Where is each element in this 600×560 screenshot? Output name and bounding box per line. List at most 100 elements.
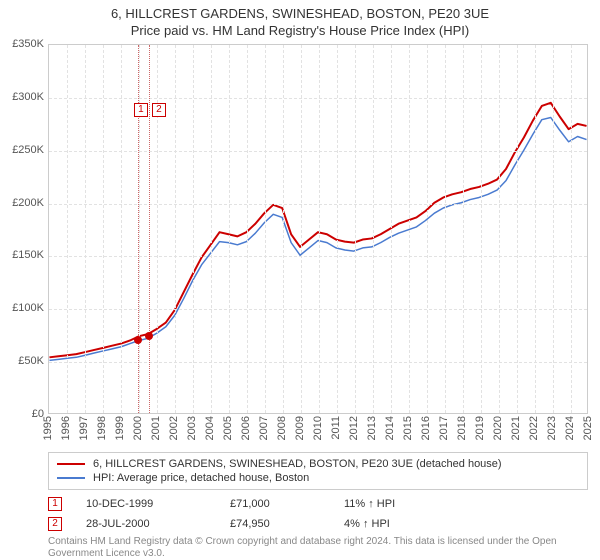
legend-row: 6, HILLCREST GARDENS, SWINESHEAD, BOSTON… — [57, 457, 579, 471]
grid-line-v — [337, 45, 338, 413]
series-property — [49, 103, 586, 358]
chart-titles: 6, HILLCREST GARDENS, SWINESHEAD, BOSTON… — [0, 0, 600, 38]
x-tick-label: 2016 — [420, 416, 432, 440]
y-tick-label: £0 — [2, 408, 44, 420]
sale-marker-badge: 2 — [152, 103, 166, 117]
x-tick-label: 1997 — [78, 416, 90, 440]
y-tick-label: £250K — [2, 144, 44, 156]
x-tick-label: 2009 — [294, 416, 306, 440]
sale-row: 1 10-DEC-1999 £71,000 11% ↑ HPI — [48, 494, 588, 514]
grid-line-v — [463, 45, 464, 413]
grid-line-v — [157, 45, 158, 413]
chart-container: 6, HILLCREST GARDENS, SWINESHEAD, BOSTON… — [0, 0, 600, 560]
x-tick-label: 1995 — [42, 416, 54, 440]
x-tick-label: 2008 — [276, 416, 288, 440]
grid-line-v — [445, 45, 446, 413]
plot-area: 12 — [48, 44, 588, 414]
x-tick-label: 2020 — [492, 416, 504, 440]
grid-line-v — [121, 45, 122, 413]
legend-line-swatch — [57, 463, 85, 465]
attribution-text: Contains HM Land Registry data © Crown c… — [48, 536, 588, 560]
x-tick-label: 2003 — [186, 416, 198, 440]
legend-line-swatch — [57, 477, 85, 479]
sale-row-delta: 4% ↑ HPI — [344, 518, 464, 530]
grid-line-v — [517, 45, 518, 413]
sale-row-price: £74,950 — [230, 518, 320, 530]
grid-line-v — [175, 45, 176, 413]
x-tick-label: 1998 — [96, 416, 108, 440]
y-tick-label: £300K — [2, 91, 44, 103]
legend-row: HPI: Average price, detached house, Bost… — [57, 471, 579, 485]
legend-label: HPI: Average price, detached house, Bost… — [93, 472, 309, 484]
y-tick-label: £100K — [2, 302, 44, 314]
grid-line-v — [103, 45, 104, 413]
title-subtitle: Price paid vs. HM Land Registry's House … — [0, 21, 600, 38]
sale-marker-dot — [134, 336, 142, 344]
grid-line-v — [373, 45, 374, 413]
x-tick-label: 2005 — [222, 416, 234, 440]
sales-table: 1 10-DEC-1999 £71,000 11% ↑ HPI 2 28-JUL-2000… — [48, 494, 588, 534]
sale-row-date: 10-DEC-1999 — [86, 498, 206, 510]
x-tick-label: 2019 — [474, 416, 486, 440]
x-tick-label: 2013 — [366, 416, 378, 440]
sale-row-badge: 1 — [48, 497, 62, 511]
x-tick-label: 2004 — [204, 416, 216, 440]
grid-line-h — [49, 309, 587, 310]
y-tick-label: £50K — [2, 355, 44, 367]
sale-marker-line — [149, 45, 150, 413]
grid-line-v — [319, 45, 320, 413]
grid-line-v — [427, 45, 428, 413]
sale-row-delta: 11% ↑ HPI — [344, 498, 464, 510]
sale-row-date: 28-JUL-2000 — [86, 518, 206, 530]
title-address: 6, HILLCREST GARDENS, SWINESHEAD, BOSTON… — [0, 6, 600, 21]
x-tick-label: 2018 — [456, 416, 468, 440]
legend-box: 6, HILLCREST GARDENS, SWINESHEAD, BOSTON… — [48, 452, 588, 490]
grid-line-v — [67, 45, 68, 413]
grid-line-v — [211, 45, 212, 413]
grid-line-v — [499, 45, 500, 413]
grid-line-v — [535, 45, 536, 413]
x-tick-label: 2010 — [312, 416, 324, 440]
x-tick-label: 2022 — [528, 416, 540, 440]
grid-line-v — [391, 45, 392, 413]
legend-label: 6, HILLCREST GARDENS, SWINESHEAD, BOSTON… — [93, 458, 502, 470]
x-tick-label: 2007 — [258, 416, 270, 440]
y-tick-label: £200K — [2, 197, 44, 209]
x-tick-label: 2024 — [564, 416, 576, 440]
x-tick-label: 1999 — [114, 416, 126, 440]
series-hpi — [49, 118, 586, 361]
grid-line-v — [247, 45, 248, 413]
grid-line-v — [301, 45, 302, 413]
grid-line-h — [49, 151, 587, 152]
x-tick-label: 2001 — [150, 416, 162, 440]
grid-line-h — [49, 256, 587, 257]
grid-line-v — [571, 45, 572, 413]
x-tick-label: 2002 — [168, 416, 180, 440]
sale-marker-line — [138, 45, 139, 413]
sale-row-badge: 2 — [48, 517, 62, 531]
y-tick-label: £350K — [2, 38, 44, 50]
grid-line-v — [193, 45, 194, 413]
x-tick-label: 2014 — [384, 416, 396, 440]
grid-line-v — [265, 45, 266, 413]
x-tick-label: 2015 — [402, 416, 414, 440]
grid-line-v — [355, 45, 356, 413]
grid-line-v — [229, 45, 230, 413]
grid-line-v — [85, 45, 86, 413]
x-tick-label: 2000 — [132, 416, 144, 440]
grid-line-h — [49, 204, 587, 205]
x-tick-label: 2021 — [510, 416, 522, 440]
x-tick-label: 2023 — [546, 416, 558, 440]
y-tick-label: £150K — [2, 249, 44, 261]
x-tick-label: 2011 — [330, 416, 342, 440]
chart-svg — [49, 45, 587, 413]
sale-marker-badge: 1 — [134, 103, 148, 117]
sale-row-price: £71,000 — [230, 498, 320, 510]
grid-line-v — [283, 45, 284, 413]
sale-row: 2 28-JUL-2000 £74,950 4% ↑ HPI — [48, 514, 588, 534]
grid-line-v — [409, 45, 410, 413]
x-tick-label: 1996 — [60, 416, 72, 440]
grid-line-v — [553, 45, 554, 413]
x-tick-label: 2012 — [348, 416, 360, 440]
x-tick-label: 2006 — [240, 416, 252, 440]
